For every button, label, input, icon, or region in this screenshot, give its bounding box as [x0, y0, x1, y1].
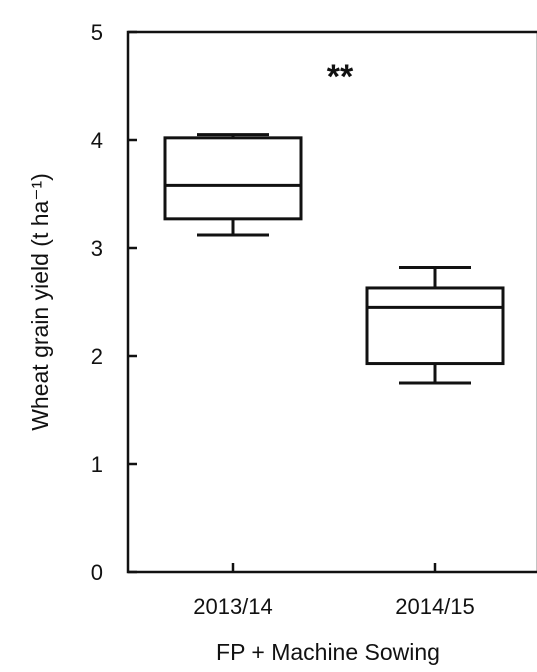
- box-2013-14: [163, 133, 303, 237]
- y-tick-label: 4: [91, 128, 103, 153]
- y-tick-label: 0: [91, 560, 103, 585]
- y-tick-label: 3: [91, 236, 103, 261]
- y-tick-label: 5: [91, 20, 103, 45]
- iqr-box: [365, 286, 505, 366]
- x-tick-label: 2013/14: [193, 594, 273, 619]
- box-2014-15: [365, 265, 505, 385]
- iqr-box: [163, 136, 303, 221]
- boxes: [163, 133, 505, 385]
- y-axis: 0 1 2 3 4 5: [91, 20, 137, 585]
- x-tick-label: 2014/15: [395, 594, 475, 619]
- significance-annotation: **: [327, 58, 354, 96]
- y-axis-title: Wheat grain yield (t ha⁻¹): [27, 173, 53, 431]
- x-axis-title: FP + Machine Sowing: [216, 639, 440, 665]
- x-axis: 2013/14 2014/15: [193, 563, 475, 619]
- plot-frame: [126, 30, 537, 574]
- y-tick-label: 2: [91, 344, 103, 369]
- y-tick-label: 1: [91, 452, 103, 477]
